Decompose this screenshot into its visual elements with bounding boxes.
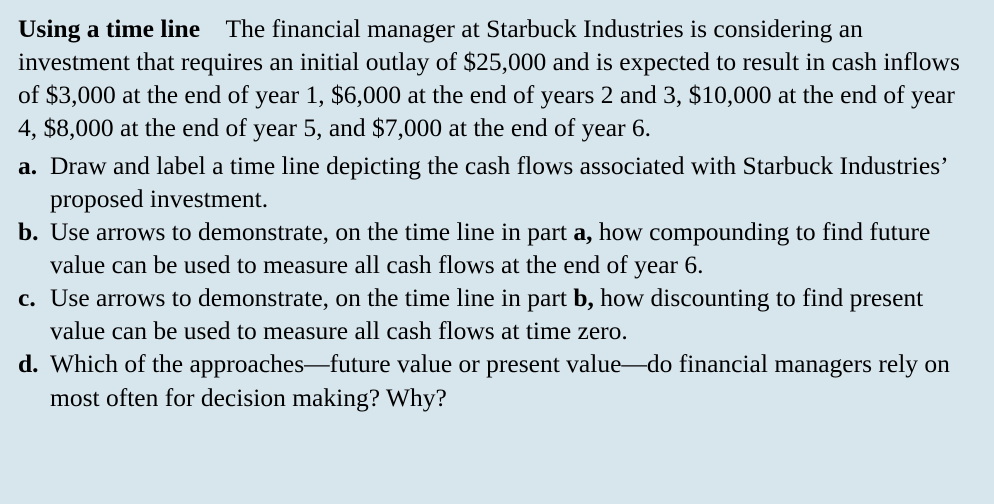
intro-paragraph: Using a time line The financial manager … — [18, 12, 976, 145]
question-list: a. Draw and label a time line depicting … — [18, 149, 976, 414]
question-b-body: Use arrows to demonstrate, on the time l… — [50, 215, 976, 281]
question-a-body: Draw and label a time line depicting the… — [50, 149, 976, 215]
question-c-pre: Use arrows to demonstrate, on the time l… — [50, 283, 573, 312]
question-d: d. Which of the approaches—future value … — [18, 347, 976, 413]
question-c-marker: c. — [18, 281, 50, 314]
question-c-body: Use arrows to demonstrate, on the time l… — [50, 281, 976, 347]
intro-lead: Using a time line — [18, 14, 200, 43]
question-b-pre: Use arrows to demonstrate, on the time l… — [50, 217, 573, 246]
question-d-marker: d. — [18, 347, 50, 380]
question-b-bold: a, — [573, 217, 592, 246]
question-a: a. Draw and label a time line depicting … — [18, 149, 976, 215]
question-c-bold: b, — [573, 283, 594, 312]
question-c: c. Use arrows to demonstrate, on the tim… — [18, 281, 976, 347]
question-d-body: Which of the approaches—future value or … — [50, 347, 976, 413]
intro-gap — [200, 14, 226, 43]
question-a-marker: a. — [18, 149, 50, 182]
question-b: b. Use arrows to demonstrate, on the tim… — [18, 215, 976, 281]
question-b-marker: b. — [18, 215, 50, 248]
